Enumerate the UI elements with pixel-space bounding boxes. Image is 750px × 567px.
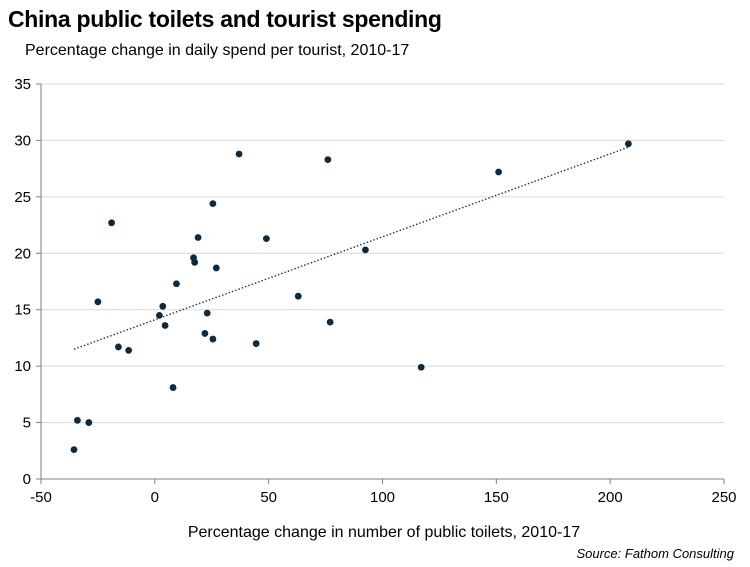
data-point-0-5 xyxy=(115,343,122,351)
data-point-0-25 xyxy=(326,318,334,326)
x-tick-label-250: 250 xyxy=(711,489,736,506)
y-tick-label-10: 10 xyxy=(14,358,31,375)
y-tick-label-15: 15 xyxy=(14,302,31,319)
data-point-0-1 xyxy=(74,416,81,424)
data-point-0-19 xyxy=(212,264,220,272)
data-point-0-27 xyxy=(417,363,425,371)
data-point-0-20 xyxy=(235,150,243,158)
data-point-0-18 xyxy=(209,200,217,208)
y-tick-label-20: 20 xyxy=(14,245,31,262)
axes xyxy=(36,83,725,484)
chart-subtitle: Percentage change in daily spend per tou… xyxy=(25,42,410,59)
data-point-0-11 xyxy=(173,280,180,288)
data-point-0-22 xyxy=(262,235,270,243)
x-axis-title: Percentage change in number of public to… xyxy=(188,524,580,541)
data-point-0-4 xyxy=(94,298,102,306)
x-tick-label-100: 100 xyxy=(370,489,395,506)
data-point-0-26 xyxy=(362,246,369,254)
data-point-0-29 xyxy=(624,140,632,148)
trendline xyxy=(73,146,629,350)
x-tick-label-150: 150 xyxy=(484,489,509,506)
data-point-0-7 xyxy=(155,311,163,319)
data-point-0-13 xyxy=(191,258,199,266)
source-note: Source: Fathom Consulting xyxy=(576,546,734,561)
data-point-0-16 xyxy=(203,309,211,317)
y-tick-label-0: 0 xyxy=(23,471,31,488)
x-tick-label-50: 50 xyxy=(260,489,277,506)
trendline-group xyxy=(73,146,629,350)
data-point-0-0 xyxy=(70,446,78,454)
data-points xyxy=(70,140,632,454)
y-tick-label-25: 25 xyxy=(14,189,31,206)
data-point-0-2 xyxy=(85,419,93,426)
x-tick-label-0: 0 xyxy=(151,489,159,506)
data-point-0-21 xyxy=(252,340,260,347)
x-tick-label-200: 200 xyxy=(598,489,623,506)
data-point-0-10 xyxy=(169,384,177,391)
y-tick-label-30: 30 xyxy=(14,132,31,149)
data-point-0-15 xyxy=(201,330,209,337)
data-point-0-6 xyxy=(125,346,133,354)
data-point-0-8 xyxy=(159,302,167,310)
x-tick-label--50: -50 xyxy=(30,489,52,506)
data-point-0-23 xyxy=(294,292,302,300)
y-tick-label-5: 5 xyxy=(23,415,31,432)
gridlines xyxy=(41,83,724,424)
y-tick-label-35: 35 xyxy=(14,76,31,93)
data-point-0-9 xyxy=(161,322,169,329)
data-point-0-3 xyxy=(108,219,115,227)
chart-title: China public toilets and tourist spendin… xyxy=(8,6,442,32)
data-point-0-28 xyxy=(495,168,503,176)
data-point-0-14 xyxy=(194,234,202,241)
data-point-0-17 xyxy=(209,335,217,343)
data-point-0-24 xyxy=(324,156,332,164)
